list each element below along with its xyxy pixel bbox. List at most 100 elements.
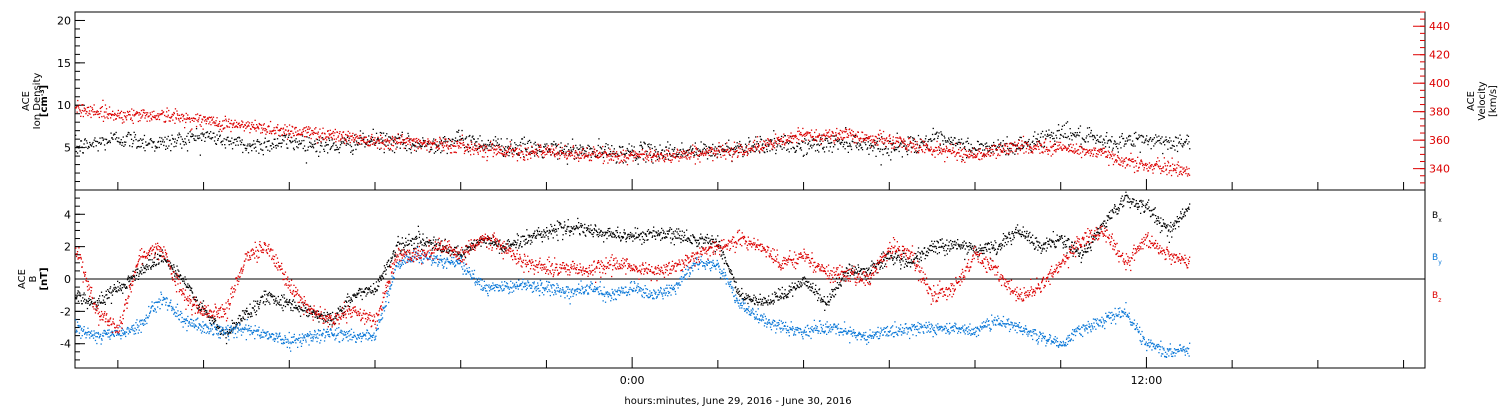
data-point — [645, 143, 646, 144]
data-point — [497, 145, 498, 146]
data-point — [905, 144, 906, 145]
data-point — [240, 315, 241, 316]
data-point — [1086, 137, 1087, 138]
data-point — [1107, 157, 1108, 158]
data-point — [807, 144, 808, 145]
data-point — [951, 153, 952, 154]
data-point — [1048, 129, 1049, 130]
data-point — [207, 131, 208, 132]
data-point — [1051, 155, 1052, 156]
data-point — [198, 117, 199, 118]
data-point — [1050, 141, 1051, 142]
data-point — [183, 281, 184, 282]
data-point — [1077, 153, 1078, 154]
data-point — [1048, 135, 1049, 136]
data-point — [726, 142, 727, 143]
data-point — [110, 142, 111, 143]
data-point — [616, 151, 617, 152]
data-point — [750, 150, 751, 151]
data-point — [1165, 136, 1166, 137]
data-point — [282, 310, 283, 311]
data-point — [462, 249, 463, 250]
data-point — [90, 299, 91, 300]
data-point — [584, 157, 585, 158]
data-point — [220, 135, 221, 136]
data-point — [830, 146, 831, 147]
data-point — [1021, 148, 1022, 149]
data-point — [953, 144, 954, 145]
data-point — [511, 149, 512, 150]
data-point — [376, 133, 377, 134]
data-point — [989, 146, 990, 147]
data-point — [991, 153, 992, 154]
data-point — [296, 146, 297, 147]
data-point — [273, 147, 274, 148]
data-point — [180, 275, 181, 276]
data-point — [311, 147, 312, 148]
data-point — [396, 138, 397, 139]
data-point — [349, 138, 350, 139]
data-point — [83, 300, 84, 301]
data-point — [331, 320, 332, 321]
data-point — [1077, 134, 1078, 135]
data-point — [862, 149, 863, 150]
data-point — [632, 150, 633, 151]
data-point — [1186, 169, 1187, 170]
data-point — [290, 133, 291, 134]
data-point — [1154, 168, 1155, 169]
data-point — [483, 145, 484, 146]
data-point — [850, 132, 851, 133]
data-point — [1174, 165, 1175, 166]
data-point — [381, 280, 382, 281]
data-point — [596, 150, 597, 151]
data-point — [806, 154, 807, 155]
data-point — [125, 142, 126, 143]
data-point — [1188, 141, 1189, 142]
data-point — [113, 291, 114, 292]
data-point — [849, 143, 850, 144]
data-point — [83, 143, 84, 144]
data-point — [1108, 151, 1109, 152]
data-point — [1141, 161, 1142, 162]
data-point — [139, 146, 140, 147]
data-point — [120, 112, 121, 113]
data-point — [1149, 139, 1150, 140]
data-point — [525, 148, 526, 149]
data-point — [1054, 143, 1055, 144]
data-point — [122, 293, 123, 294]
data-point — [315, 127, 316, 128]
data-point — [265, 134, 266, 135]
data-point — [938, 132, 939, 133]
data-point — [293, 148, 294, 149]
data-point — [201, 140, 202, 141]
data-point — [567, 158, 568, 159]
data-point — [710, 152, 711, 153]
data-point — [1049, 135, 1050, 136]
data-point — [601, 148, 602, 149]
data-point — [927, 145, 928, 146]
data-point — [326, 144, 327, 145]
data-point — [125, 144, 126, 145]
data-point — [356, 294, 357, 295]
data-point — [742, 147, 743, 148]
data-point — [1109, 147, 1110, 148]
data-point — [419, 146, 420, 147]
data-point — [1082, 151, 1083, 152]
data-point — [892, 143, 893, 144]
data-point — [417, 142, 418, 143]
data-point — [378, 280, 379, 281]
data-point — [573, 158, 574, 159]
data-point — [1166, 139, 1167, 140]
data-point — [254, 127, 255, 128]
data-point — [955, 143, 956, 144]
data-point — [297, 141, 298, 142]
data-point — [801, 134, 802, 135]
data-point — [193, 138, 194, 139]
data-point — [1096, 156, 1097, 157]
data-point — [225, 116, 226, 117]
data-point — [643, 158, 644, 159]
data-point — [327, 136, 328, 137]
data-point — [527, 159, 528, 160]
data-point — [474, 150, 475, 151]
data-point — [796, 150, 797, 151]
